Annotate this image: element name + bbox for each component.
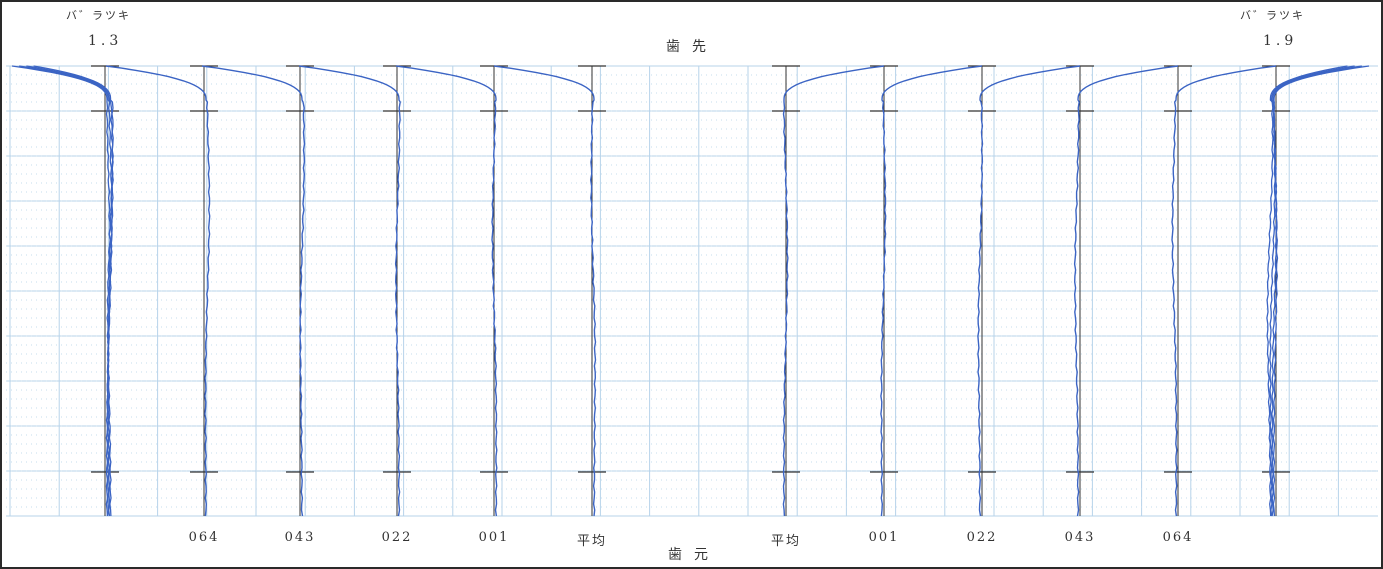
profile-trace-overlay: [1266, 65, 1348, 517]
column-label: 022: [966, 530, 998, 545]
grid: [6, 65, 1378, 517]
profile-trace-overlay: [1269, 65, 1355, 517]
column-label: 064: [188, 530, 220, 545]
right-variation-title: バ゛ラツキ: [1240, 9, 1305, 22]
profile-trace: [880, 65, 983, 517]
column-label: 001: [868, 530, 900, 545]
profile-trace-overlay: [1272, 65, 1370, 517]
profile-traces: [11, 65, 1370, 517]
profile-trace-overlay: [19, 65, 113, 517]
profile-trace: [1073, 65, 1179, 517]
grid-minor-dots: [6, 74, 1378, 508]
profile-trace: [1171, 65, 1277, 517]
profile-trace: [105, 65, 211, 517]
column-label: 平均: [576, 534, 608, 549]
tooth-tip-label: 歯先: [666, 39, 718, 55]
profile-trace-overlay: [1271, 65, 1362, 517]
column-label: 平均: [770, 534, 802, 549]
left-variation-title: バ゛ラツキ: [66, 9, 131, 22]
profile-trace: [493, 65, 597, 517]
profile-trace-overlay: [33, 65, 114, 517]
column-label: 001: [478, 530, 510, 545]
profile-trace-overlay: [26, 65, 114, 517]
profile-trace: [395, 65, 498, 517]
right-variation-value: 1.9: [1263, 33, 1298, 49]
profile-trace: [298, 65, 401, 517]
left-variation-value: 1.3: [88, 33, 123, 49]
column-label: 022: [381, 530, 413, 545]
profile-trace: [782, 65, 885, 517]
tooth-root-label: 歯元: [668, 547, 720, 563]
profile-trace: [977, 65, 1081, 517]
profile-trace: [201, 65, 306, 517]
column-label: 043: [1064, 530, 1096, 545]
column-label: 043: [284, 530, 316, 545]
column-label: 064: [1162, 530, 1194, 545]
